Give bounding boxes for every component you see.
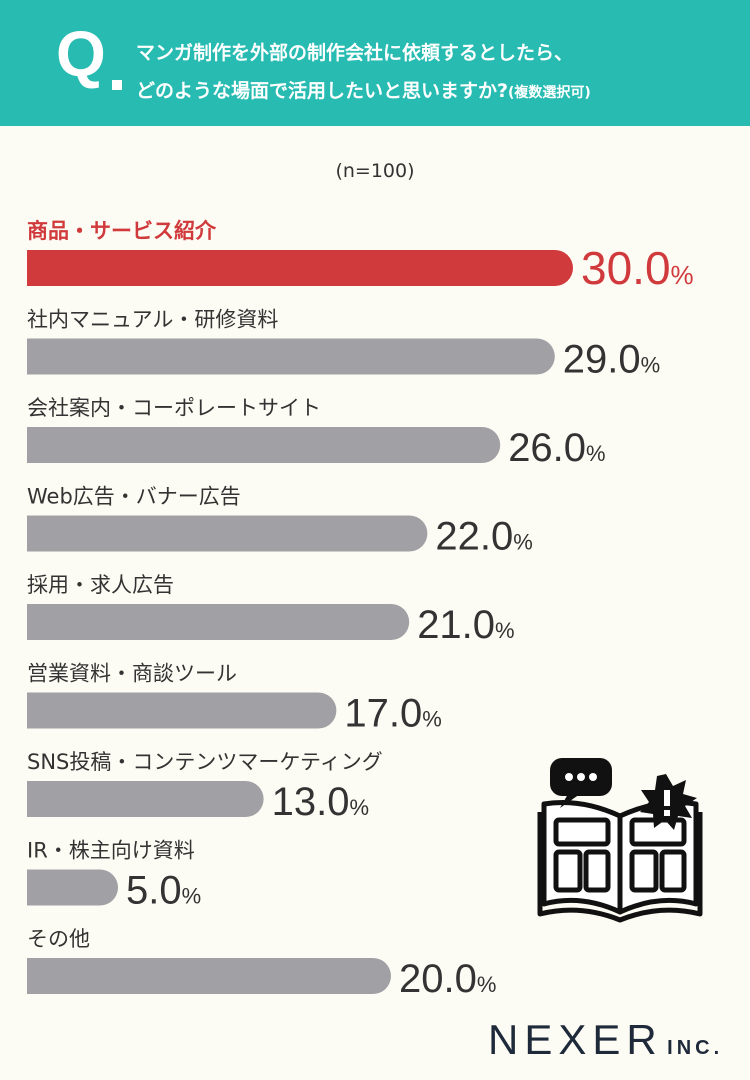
bar xyxy=(27,338,555,375)
bar-left-edge xyxy=(27,515,63,552)
value-label: 17.0% xyxy=(344,692,441,736)
value-number: 22.0 xyxy=(435,515,513,559)
value-number: 26.0 xyxy=(508,426,586,470)
speech-bubble-icon xyxy=(550,758,612,808)
category-label: IR・株主向け資料 xyxy=(27,839,195,863)
value-label: 30.0% xyxy=(581,242,694,294)
bar xyxy=(27,250,573,286)
bar-left-edge xyxy=(27,958,63,994)
value-number: 29.0 xyxy=(563,338,641,382)
exclamation-burst-icon xyxy=(640,774,697,830)
manga-book-illustration xyxy=(537,758,703,923)
bar-left-edge xyxy=(27,869,63,906)
bar-left-edge xyxy=(27,250,63,286)
category-label: 営業資料・商談ツール xyxy=(27,662,237,686)
value-number: 5.0 xyxy=(126,869,182,913)
category-label: 商品・サービス紹介 xyxy=(27,219,217,243)
bar xyxy=(27,958,391,994)
bar-left-edge xyxy=(27,338,63,375)
sample-size: (n=100) xyxy=(335,160,415,182)
value-number: 13.0 xyxy=(272,780,350,824)
bar xyxy=(27,692,337,729)
value-unit: % xyxy=(641,353,661,378)
value-number: 21.0 xyxy=(417,603,495,647)
value-unit: % xyxy=(182,884,202,909)
nexer-logo: NEXER INC. xyxy=(488,1016,723,1064)
question-header: Q マンガ制作を外部の制作会社に依頼するとしたら、 どのような場面で活用したいと… xyxy=(0,0,750,126)
bar-left-edge xyxy=(27,692,63,729)
bar xyxy=(27,781,264,817)
bar-left-edge xyxy=(27,427,63,463)
bar xyxy=(27,515,428,552)
question-text-line1: マンガ制作を外部の制作会社に依頼するとしたら、 xyxy=(136,42,574,64)
category-label: 採用・求人広告 xyxy=(27,573,174,597)
value-unit: % xyxy=(586,441,606,466)
value-label: 29.0% xyxy=(563,338,660,382)
value-label: 22.0% xyxy=(435,515,532,559)
category-label: 社内マニュアル・研修資料 xyxy=(27,308,278,332)
value-unit: % xyxy=(349,795,369,820)
category-label: SNS投稿・コンテンツマーケティング xyxy=(27,750,383,774)
value-label: 21.0% xyxy=(417,603,514,647)
value-label: 26.0% xyxy=(508,426,605,470)
category-label: 会社案内・コーポレートサイト xyxy=(27,396,321,420)
value-number: 30.0 xyxy=(581,242,671,294)
value-unit: % xyxy=(671,260,694,290)
value-label: 20.0% xyxy=(399,957,496,1001)
bar-left-edge xyxy=(27,781,63,817)
question-note: (複数選択可) xyxy=(508,85,591,101)
category-label: Web広告・バナー広告 xyxy=(27,485,241,509)
question-mark: Q xyxy=(56,18,106,90)
category-label: その他 xyxy=(27,927,90,951)
bar xyxy=(27,604,410,640)
value-label: 13.0% xyxy=(272,780,369,824)
logo-main: NEXER xyxy=(488,1016,663,1063)
question-text-line2: どのような場面で活用したいと思いますか?(複数選択可) xyxy=(136,76,591,103)
question-text-line2-main: どのような場面で活用したいと思いますか? xyxy=(136,80,509,102)
bar xyxy=(27,427,501,463)
question-mark-dot xyxy=(112,80,122,90)
value-unit: % xyxy=(422,707,442,732)
bar-left-edge xyxy=(27,604,63,640)
value-unit: % xyxy=(495,618,515,643)
value-unit: % xyxy=(513,530,533,555)
logo-sub: INC. xyxy=(667,1037,724,1059)
value-label: 5.0% xyxy=(126,869,201,913)
value-number: 20.0 xyxy=(399,957,477,1001)
value-number: 17.0 xyxy=(344,692,422,736)
value-unit: % xyxy=(477,972,497,997)
